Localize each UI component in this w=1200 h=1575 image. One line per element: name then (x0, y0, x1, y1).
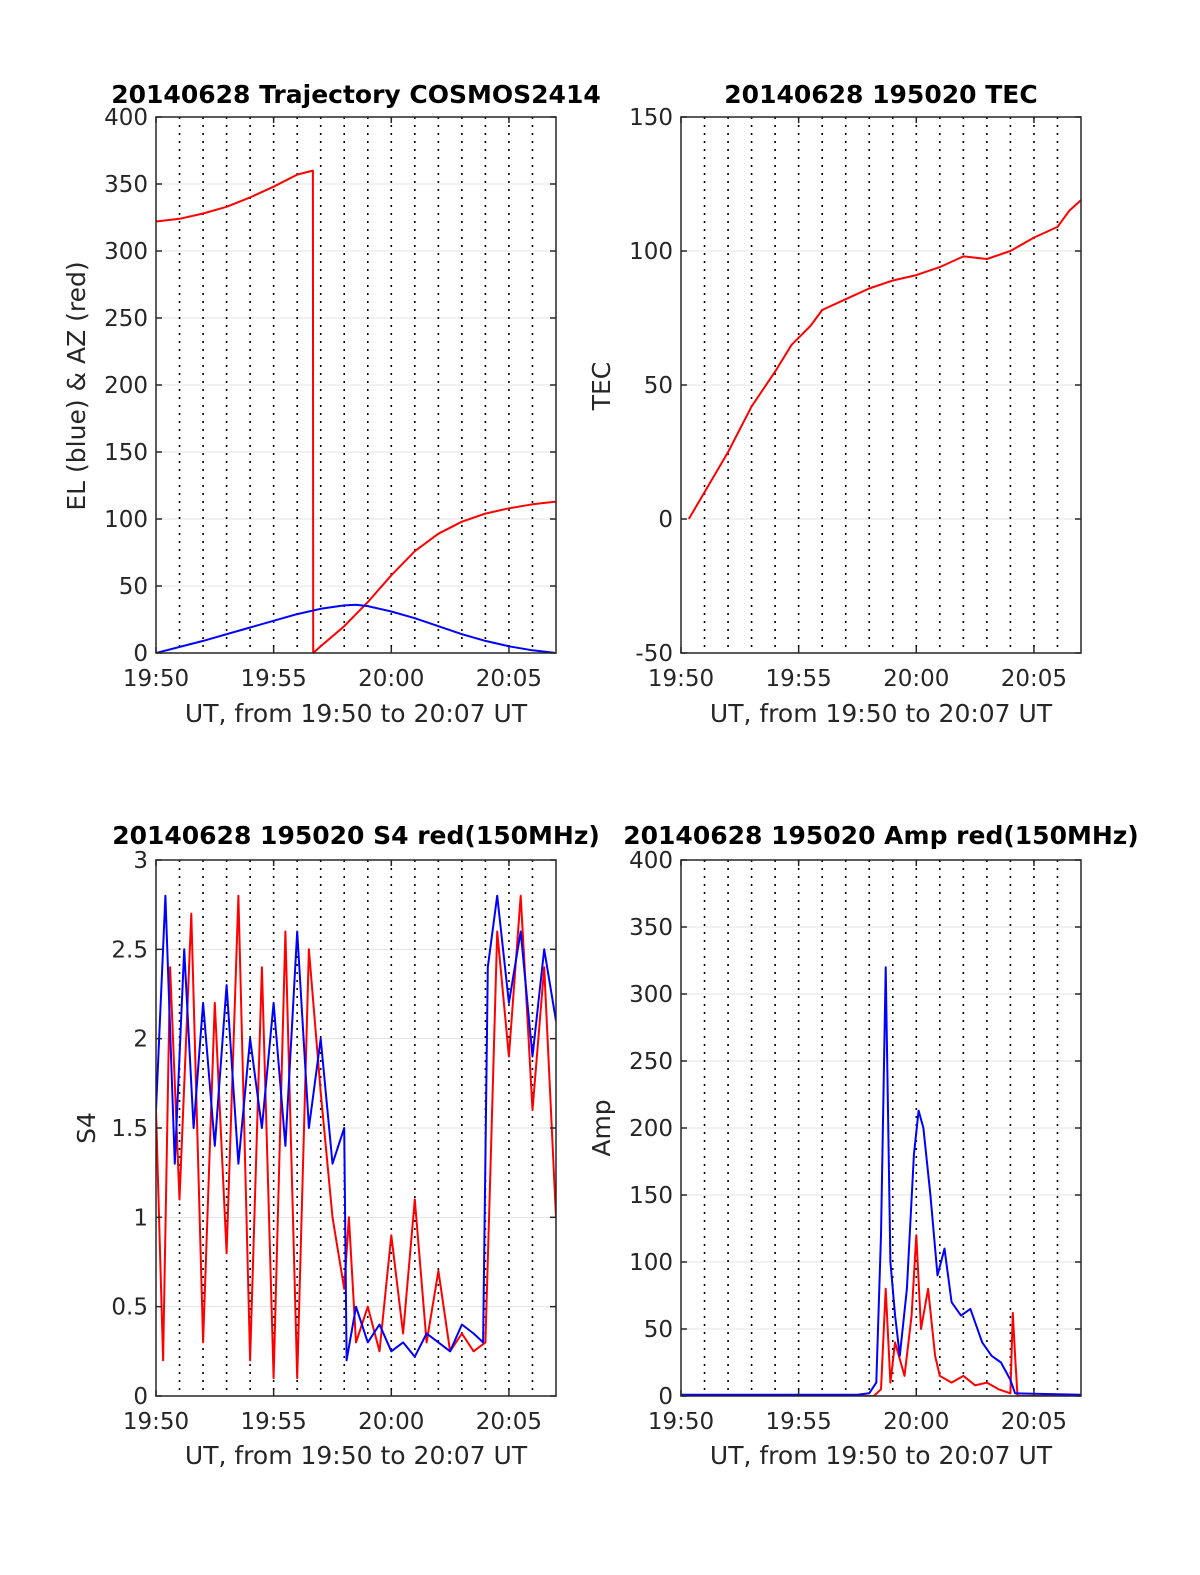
y-tick-label: 400 (104, 105, 148, 131)
y-tick-label: 350 (104, 172, 148, 198)
x-tick-label: 19:50 (123, 1409, 189, 1435)
chart-title: 20140628 195020 Amp red(150MHz) (623, 821, 1139, 850)
series-line-1 (156, 894, 556, 1362)
amp-chart: 20140628 195020 Amp red(150MHz) UT, from… (587, 821, 1139, 1470)
x-tick-label: 19:55 (240, 666, 306, 692)
y-tick-label: 100 (629, 239, 673, 265)
x-tick-label: 20:00 (883, 1409, 949, 1435)
trajectory-chart: 20140628 Trajectory COSMOS2414 UT, from … (62, 80, 601, 728)
x-tick-label: 19:55 (765, 1409, 831, 1435)
y-tick-label: 0 (658, 507, 673, 533)
y-tick-label: 150 (629, 105, 673, 131)
y-tick-label: 350 (629, 915, 673, 941)
y-axis-label: TEC (587, 362, 616, 412)
y-tick-label: 250 (629, 1049, 673, 1075)
y-axis-label: EL (blue) & AZ (red) (62, 261, 91, 510)
series-line-0 (156, 169, 556, 653)
x-tick-label: 20:00 (883, 666, 949, 692)
y-tick-label: 400 (629, 848, 673, 874)
s4-chart: 20140628 195020 S4 red(150MHz) UT, from … (72, 821, 600, 1470)
x-tick-label: 19:50 (648, 666, 714, 692)
y-tick-label: 200 (629, 1116, 673, 1142)
y-tick-label: 200 (104, 373, 148, 399)
x-tick-label: 20:05 (476, 1409, 542, 1435)
x-tick-label: 20:05 (476, 666, 542, 692)
series-line-1 (156, 603, 556, 653)
chart-title: 20140628 195020 TEC (724, 80, 1037, 109)
y-tick-label: 3 (133, 848, 148, 874)
y-tick-label: 300 (629, 982, 673, 1008)
series-line-0 (156, 894, 556, 1380)
y-tick-label: -50 (635, 641, 673, 667)
y-tick-label: 100 (104, 507, 148, 533)
y-axis-label: S4 (72, 1112, 101, 1144)
y-tick-label: 0 (658, 1384, 673, 1410)
x-tick-label: 20:00 (358, 666, 424, 692)
x-tick-label: 19:50 (123, 666, 189, 692)
y-tick-label: 250 (104, 306, 148, 332)
y-tick-label: 150 (104, 440, 148, 466)
x-axis-label: UT, from 19:50 to 20:07 UT (710, 699, 1053, 728)
series-line-1 (681, 966, 1081, 1396)
x-tick-label: 19:55 (765, 666, 831, 692)
y-tick-label: 1 (133, 1205, 148, 1231)
series-line-0 (681, 1234, 1081, 1396)
y-axis-label: Amp (587, 1099, 616, 1156)
y-tick-label: 0 (133, 1384, 148, 1410)
y-tick-label: 50 (644, 1317, 673, 1343)
x-tick-label: 20:05 (1001, 666, 1067, 692)
x-axis-label: UT, from 19:50 to 20:07 UT (185, 1441, 528, 1470)
x-tick-label: 19:55 (240, 1409, 306, 1435)
tec-chart: 20140628 195020 TEC UT, from 19:50 to 20… (587, 80, 1082, 728)
y-tick-label: 2 (133, 1027, 148, 1053)
x-tick-label: 19:50 (648, 1409, 714, 1435)
y-tick-label: 1.5 (111, 1116, 148, 1142)
x-axis-label: UT, from 19:50 to 20:07 UT (185, 699, 528, 728)
y-tick-label: 50 (119, 574, 148, 600)
x-tick-label: 20:00 (358, 1409, 424, 1435)
y-tick-label: 150 (629, 1183, 673, 1209)
y-tick-label: 50 (644, 373, 673, 399)
chart-title: 20140628 Trajectory COSMOS2414 (111, 80, 601, 109)
x-axis-label: UT, from 19:50 to 20:07 UT (710, 1441, 1053, 1470)
series-line-0 (687, 199, 1081, 520)
y-tick-label: 100 (629, 1250, 673, 1276)
y-tick-label: 2.5 (111, 937, 148, 963)
y-tick-label: 0.5 (111, 1295, 148, 1321)
x-tick-label: 20:05 (1001, 1409, 1067, 1435)
y-tick-label: 0 (133, 641, 148, 667)
chart-title: 20140628 195020 S4 red(150MHz) (112, 821, 600, 850)
y-tick-label: 300 (104, 239, 148, 265)
